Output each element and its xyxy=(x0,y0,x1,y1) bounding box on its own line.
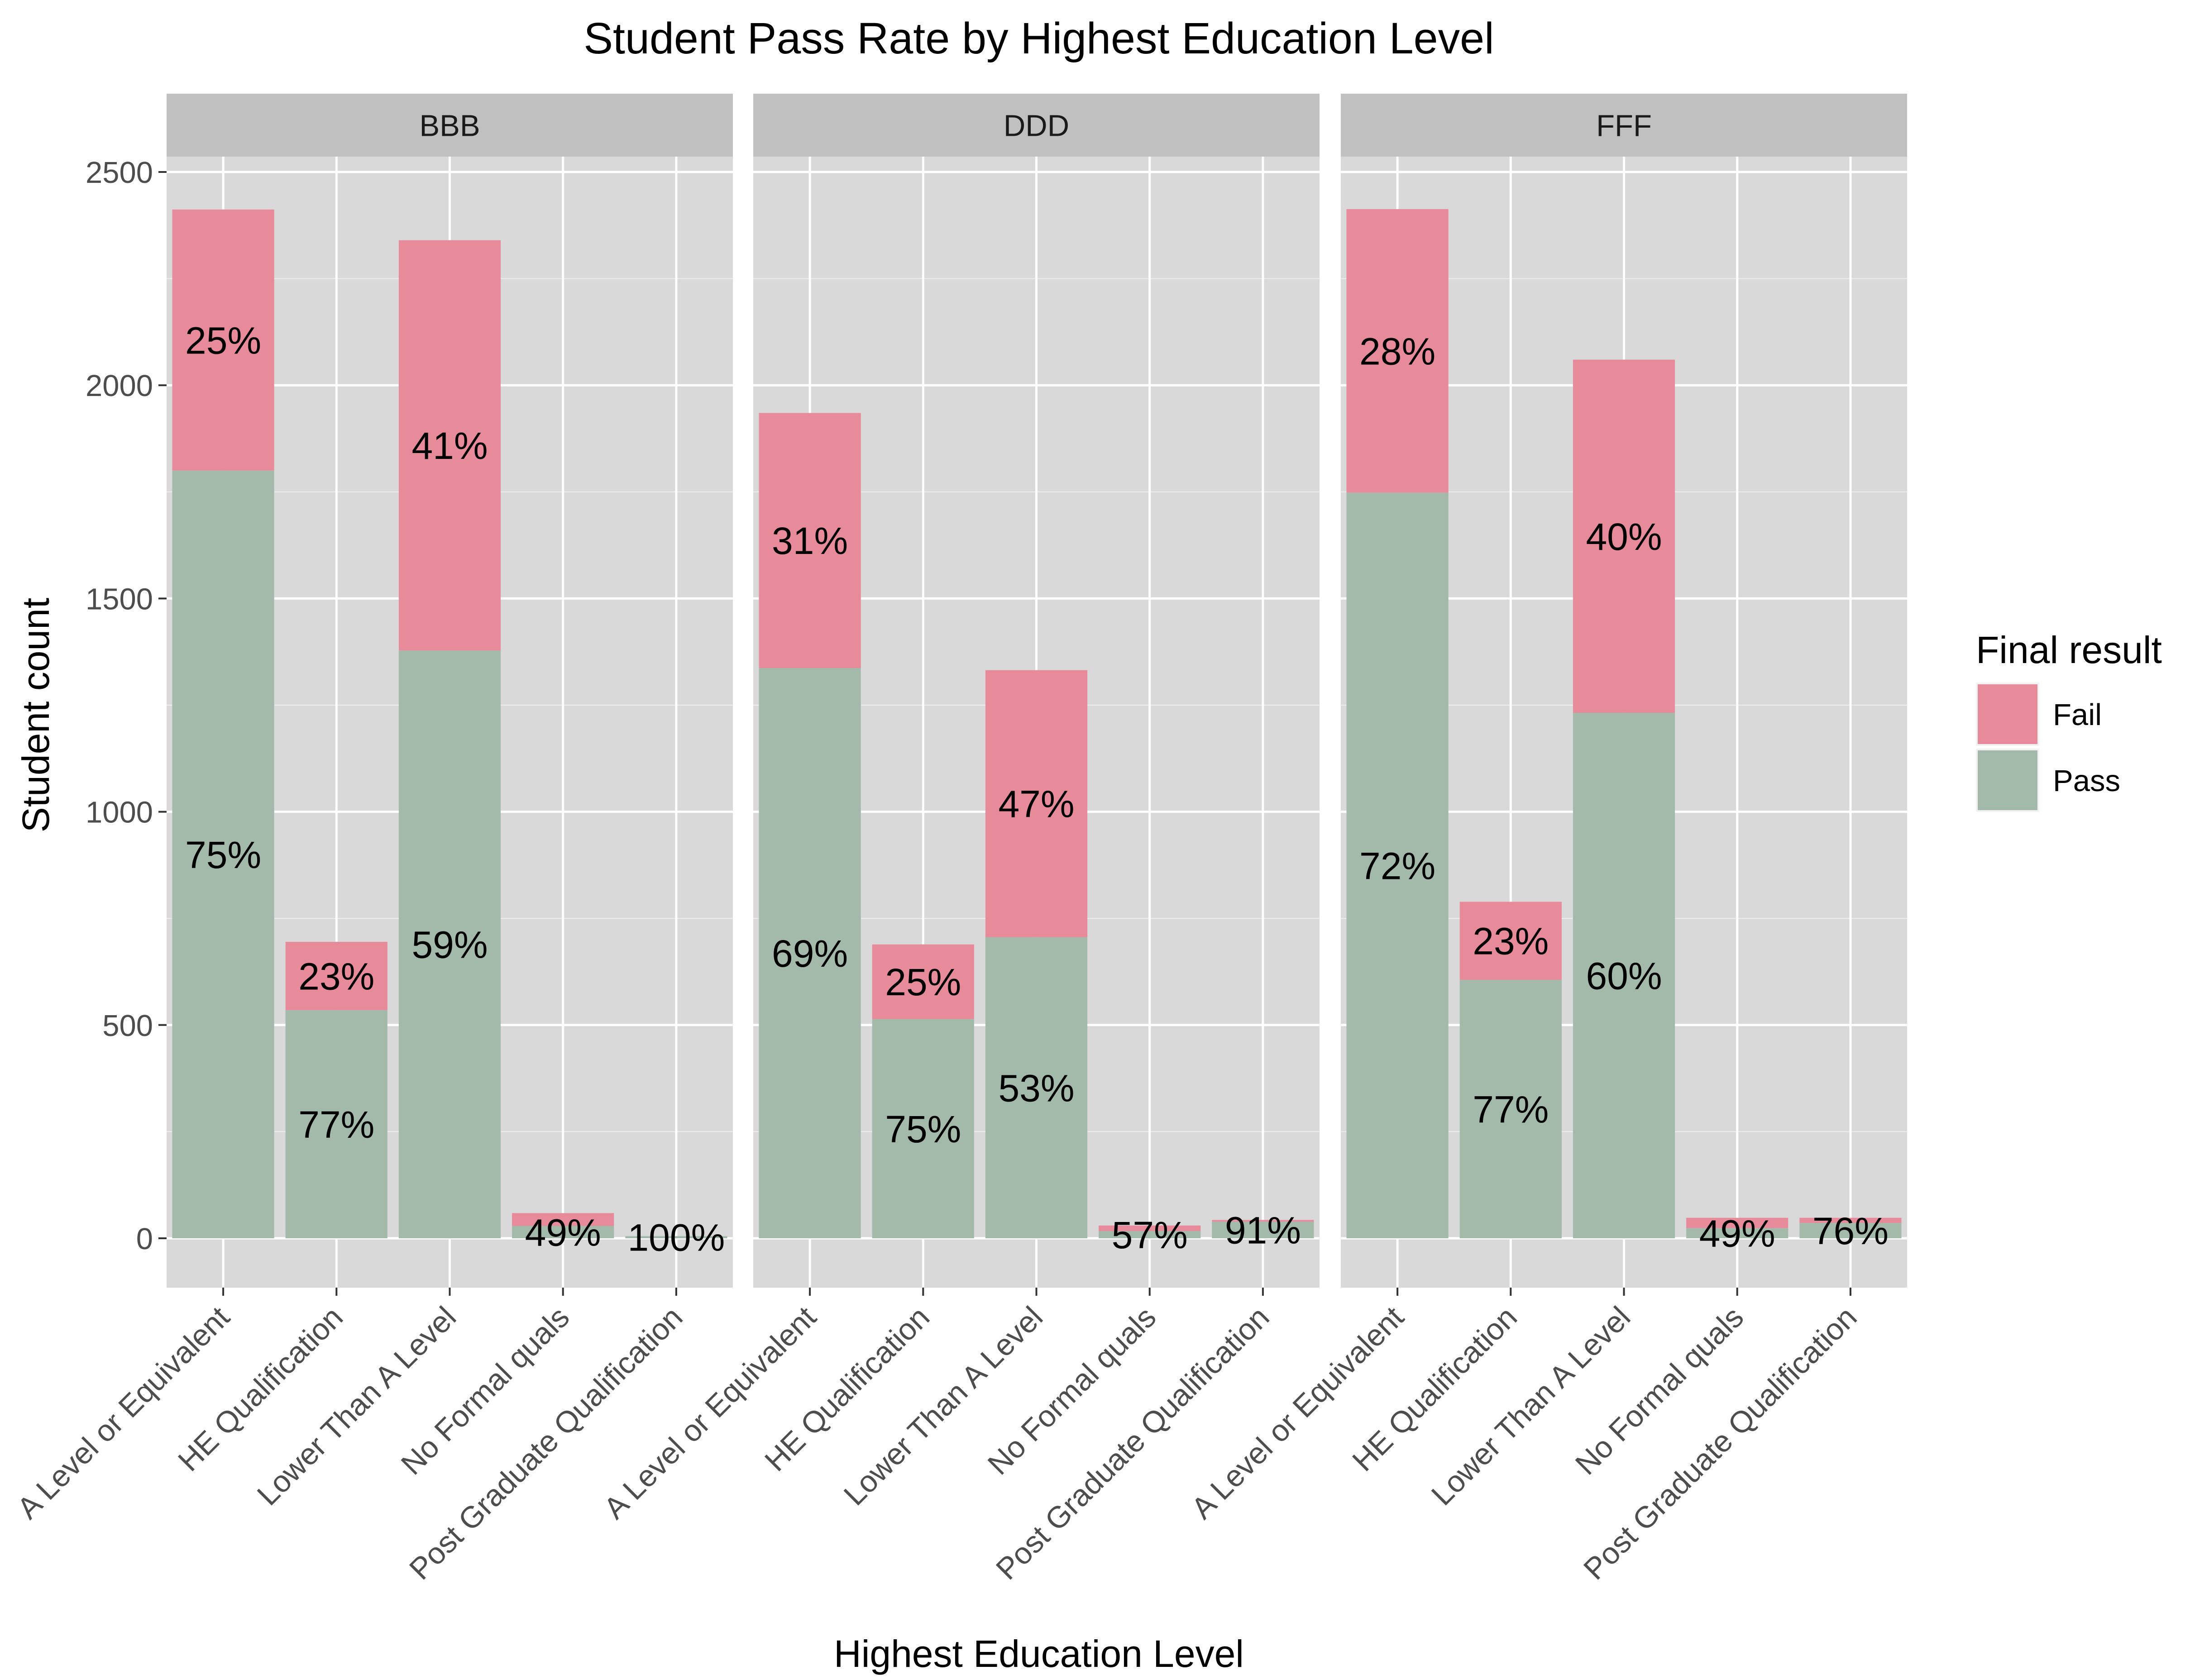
data-label-fail: 40% xyxy=(1586,515,1662,558)
legend: Final result Fail Pass xyxy=(1976,629,2162,812)
legend-key-pass xyxy=(1978,750,2037,810)
data-label-pass: 91% xyxy=(1225,1209,1301,1252)
data-label-pass: 57% xyxy=(1112,1214,1188,1256)
data-label-pass: 100% xyxy=(627,1217,725,1259)
data-label-fail: 41% xyxy=(411,425,488,467)
bar-fail xyxy=(1459,902,1562,980)
bar-fail xyxy=(512,1213,614,1226)
bar-fail xyxy=(1686,1217,1789,1228)
data-label-fail: 31% xyxy=(772,520,848,562)
x-axis-title: Highest Education Level xyxy=(834,1632,1244,1675)
y-tick-label: 1500 xyxy=(86,582,153,616)
bar-pass xyxy=(1573,712,1675,1238)
y-axis-title: Student count xyxy=(14,598,57,832)
bar-fail xyxy=(759,413,861,668)
bar-fail xyxy=(985,670,1088,937)
facet-strip-label: BBB xyxy=(419,109,480,143)
bar-pass xyxy=(1212,1222,1314,1238)
y-tick-label: 2500 xyxy=(86,156,153,190)
data-label-fail: 47% xyxy=(998,783,1074,826)
bar-fail xyxy=(398,240,501,651)
data-label-pass: 77% xyxy=(298,1103,374,1146)
data-label-fail: 23% xyxy=(298,955,374,998)
legend-title: Final result xyxy=(1976,629,2162,671)
y-tick-label: 0 xyxy=(136,1222,153,1256)
bar-fail xyxy=(1212,1220,1314,1222)
x-tick-label: A Level or Equivalent xyxy=(11,1300,236,1525)
y-axis: 0 500 1000 1500 2000 2500 xyxy=(86,156,167,1256)
facet-strip-label: DDD xyxy=(1004,109,1069,143)
data-label-pass: 76% xyxy=(1812,1210,1889,1252)
chart-title: Student Pass Rate by Highest Education L… xyxy=(583,14,1494,63)
bar-pass xyxy=(172,470,274,1238)
facet-strip xyxy=(167,94,733,157)
data-label-pass: 69% xyxy=(772,932,848,975)
y-tick-label: 1000 xyxy=(86,796,153,830)
bar-pass xyxy=(512,1226,614,1238)
bar-fail xyxy=(1346,209,1449,493)
facet-panel-ddd: DDD 69% 31% 75% 25% 53% 47% 57% 91% xyxy=(753,94,1320,1288)
bar-pass xyxy=(759,668,861,1238)
data-label-pass: 75% xyxy=(885,1108,961,1150)
facet-panel-fff: FFF 72% 28% 77% 23% 60% 40% 49% 76% xyxy=(1341,94,1907,1288)
data-label-pass: 49% xyxy=(525,1211,601,1254)
bar-pass xyxy=(625,1236,727,1238)
legend-label-pass: Pass xyxy=(2053,764,2120,798)
bar-pass xyxy=(1686,1228,1789,1238)
data-label-pass: 77% xyxy=(1473,1088,1549,1131)
data-label-pass: 72% xyxy=(1359,845,1435,887)
y-tick-label: 2000 xyxy=(86,369,153,403)
legend-label-fail: Fail xyxy=(2053,698,2102,732)
data-label-pass: 75% xyxy=(185,834,261,876)
data-label-fail: 28% xyxy=(1359,330,1435,372)
bar-fail xyxy=(1099,1225,1201,1231)
facet-panel-bbb: BBB 75% 25% 77% 23% 59% 41% 49% 100% xyxy=(167,94,733,1288)
data-label-fail: 25% xyxy=(185,319,261,362)
bar-pass xyxy=(1346,492,1449,1238)
data-label-pass: 53% xyxy=(998,1067,1074,1109)
bar-pass xyxy=(285,1010,387,1238)
facet-panels: BBB 75% 25% 77% 23% 59% 41% 49% 100% DDD 69% 31% 75%… xyxy=(167,94,1907,1288)
bar-pass xyxy=(1799,1223,1902,1238)
bar-pass xyxy=(985,937,1088,1238)
bar-fail xyxy=(1573,359,1675,713)
data-label-fail: 23% xyxy=(1473,920,1549,963)
data-label-pass: 49% xyxy=(1699,1212,1775,1255)
bar-fail xyxy=(1799,1217,1902,1223)
x-tick-label: Lower Than A Level xyxy=(251,1300,463,1512)
bar-pass xyxy=(1459,979,1562,1238)
data-label-pass: 59% xyxy=(411,924,488,966)
data-label-pass: 60% xyxy=(1586,955,1662,997)
facet-strip xyxy=(1341,94,1907,157)
bar-pass xyxy=(1099,1231,1201,1238)
bar-fail xyxy=(172,209,274,471)
x-tick-label: Lower Than A Level xyxy=(837,1300,1049,1512)
y-tick-label: 500 xyxy=(102,1009,153,1043)
bar-pass xyxy=(398,650,501,1238)
legend-key-fail xyxy=(1978,684,2037,744)
x-tick-label: Lower Than A Level xyxy=(1425,1300,1637,1512)
bar-pass xyxy=(872,1019,974,1238)
facet-strip xyxy=(753,94,1320,157)
bar-fail xyxy=(872,944,974,1019)
data-label-fail: 25% xyxy=(885,961,961,1003)
facet-strip-label: FFF xyxy=(1596,109,1652,143)
bar-fail xyxy=(285,942,387,1010)
